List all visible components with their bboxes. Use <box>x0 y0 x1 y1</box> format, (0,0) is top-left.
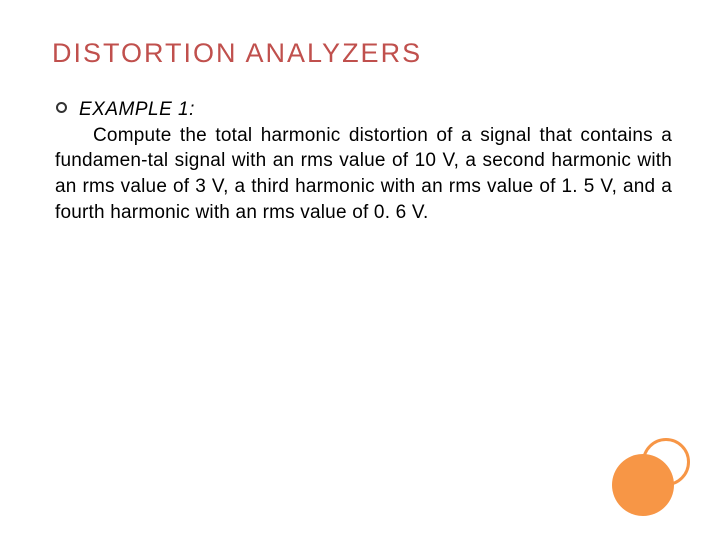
example-label: EXAMPLE 1: <box>79 97 680 123</box>
slide-container: DISTORTION ANALYZERS EXAMPLE 1: Compute … <box>0 0 720 540</box>
corner-decoration <box>612 438 690 516</box>
content-row: EXAMPLE 1: Compute the total harmonic di… <box>52 97 680 225</box>
corner-circle-icon <box>612 454 674 516</box>
body-text-content: Compute the total harmonic distortion of… <box>55 125 672 223</box>
body-text: Compute the total harmonic distortion of… <box>55 123 680 226</box>
slide-title: DISTORTION ANALYZERS <box>52 38 680 69</box>
bullet-icon <box>56 102 67 113</box>
text-block: EXAMPLE 1: Compute the total harmonic di… <box>79 97 680 225</box>
